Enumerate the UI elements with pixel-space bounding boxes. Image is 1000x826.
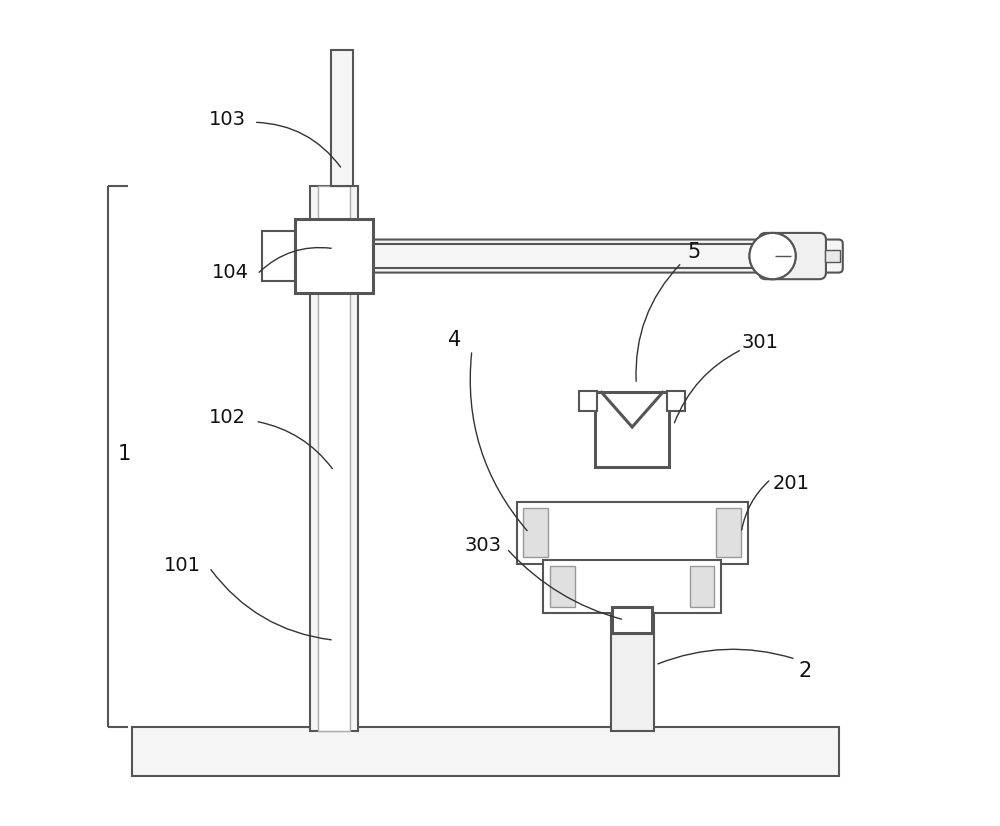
Text: 1: 1 [118, 444, 131, 464]
FancyBboxPatch shape [611, 516, 654, 731]
Text: 102: 102 [209, 407, 246, 427]
FancyBboxPatch shape [612, 606, 652, 634]
Text: 2: 2 [799, 661, 812, 681]
FancyBboxPatch shape [523, 508, 548, 557]
FancyBboxPatch shape [550, 567, 575, 606]
Text: 103: 103 [209, 110, 246, 130]
FancyBboxPatch shape [517, 501, 748, 563]
FancyBboxPatch shape [295, 219, 373, 293]
Text: 104: 104 [211, 263, 248, 282]
FancyBboxPatch shape [716, 508, 741, 557]
FancyBboxPatch shape [579, 391, 597, 411]
Text: 303: 303 [465, 535, 502, 555]
FancyBboxPatch shape [310, 186, 358, 731]
Circle shape [749, 233, 796, 279]
FancyBboxPatch shape [132, 727, 839, 776]
Text: 5: 5 [687, 242, 701, 262]
FancyBboxPatch shape [318, 186, 350, 731]
FancyBboxPatch shape [595, 392, 669, 467]
FancyBboxPatch shape [331, 50, 353, 186]
FancyBboxPatch shape [543, 560, 721, 613]
FancyBboxPatch shape [667, 391, 685, 411]
Text: 301: 301 [742, 333, 779, 353]
FancyBboxPatch shape [330, 240, 843, 273]
FancyBboxPatch shape [262, 231, 295, 281]
Text: 4: 4 [448, 330, 461, 350]
Text: 101: 101 [163, 556, 200, 576]
FancyBboxPatch shape [690, 567, 714, 606]
FancyBboxPatch shape [759, 233, 826, 279]
Circle shape [749, 233, 796, 279]
Text: 201: 201 [772, 473, 809, 493]
FancyBboxPatch shape [825, 250, 840, 262]
